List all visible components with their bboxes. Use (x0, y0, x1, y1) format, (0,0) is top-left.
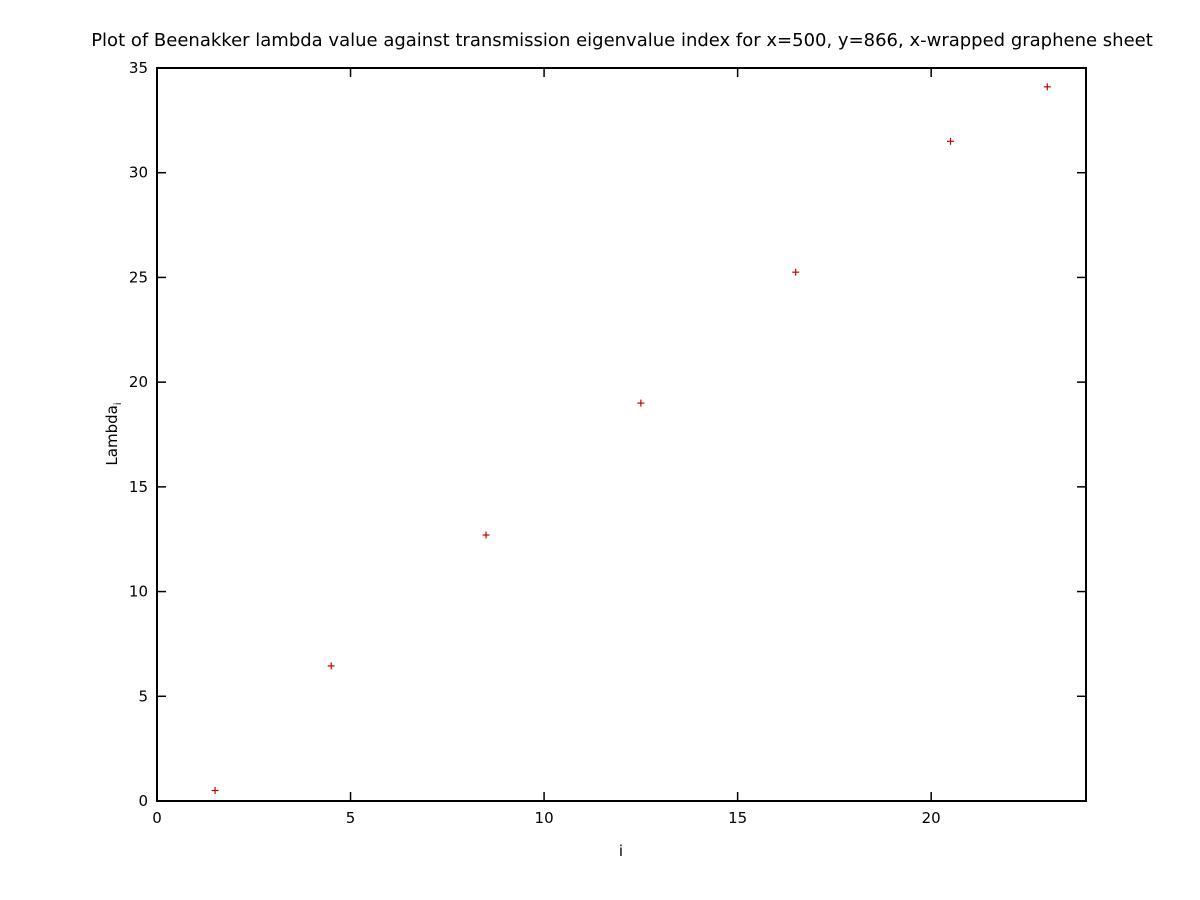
y-axis-label-subscript: i (113, 402, 124, 405)
data-point (327, 662, 335, 670)
x-tick-label: 0 (152, 809, 162, 827)
data-point (211, 787, 219, 795)
x-tick-label: 20 (922, 809, 941, 827)
y-tick-label: 0 (138, 792, 148, 810)
y-tick-label: 20 (129, 373, 148, 391)
data-point (1043, 83, 1051, 91)
data-point (637, 399, 645, 407)
y-tick-label: 35 (129, 59, 148, 77)
data-point (482, 531, 490, 539)
y-tick-label: 30 (129, 164, 148, 182)
y-axis-label: Lambdai (103, 402, 124, 465)
axis-ticks (156, 67, 1086, 802)
data-point (792, 268, 800, 276)
x-tick-label: 5 (346, 809, 356, 827)
y-tick-label: 15 (129, 478, 148, 496)
y-axis-label-main: Lambda (103, 405, 121, 465)
y-tick-label: 10 (129, 583, 148, 601)
x-axis-label: i (619, 842, 623, 860)
data-point (947, 137, 955, 145)
y-tick-label: 5 (138, 687, 148, 705)
y-tick-label: 25 (129, 268, 148, 286)
axis-tick-labels: 0 5 10 15 20 0 5 10 15 20 25 30 35 (129, 59, 941, 827)
x-tick-label: 15 (728, 809, 747, 827)
data-points (211, 83, 1051, 795)
chart-title: Plot of Beenakker lambda value against t… (91, 30, 1153, 51)
plot-frame (156, 67, 1087, 802)
x-tick-label: 10 (535, 809, 554, 827)
